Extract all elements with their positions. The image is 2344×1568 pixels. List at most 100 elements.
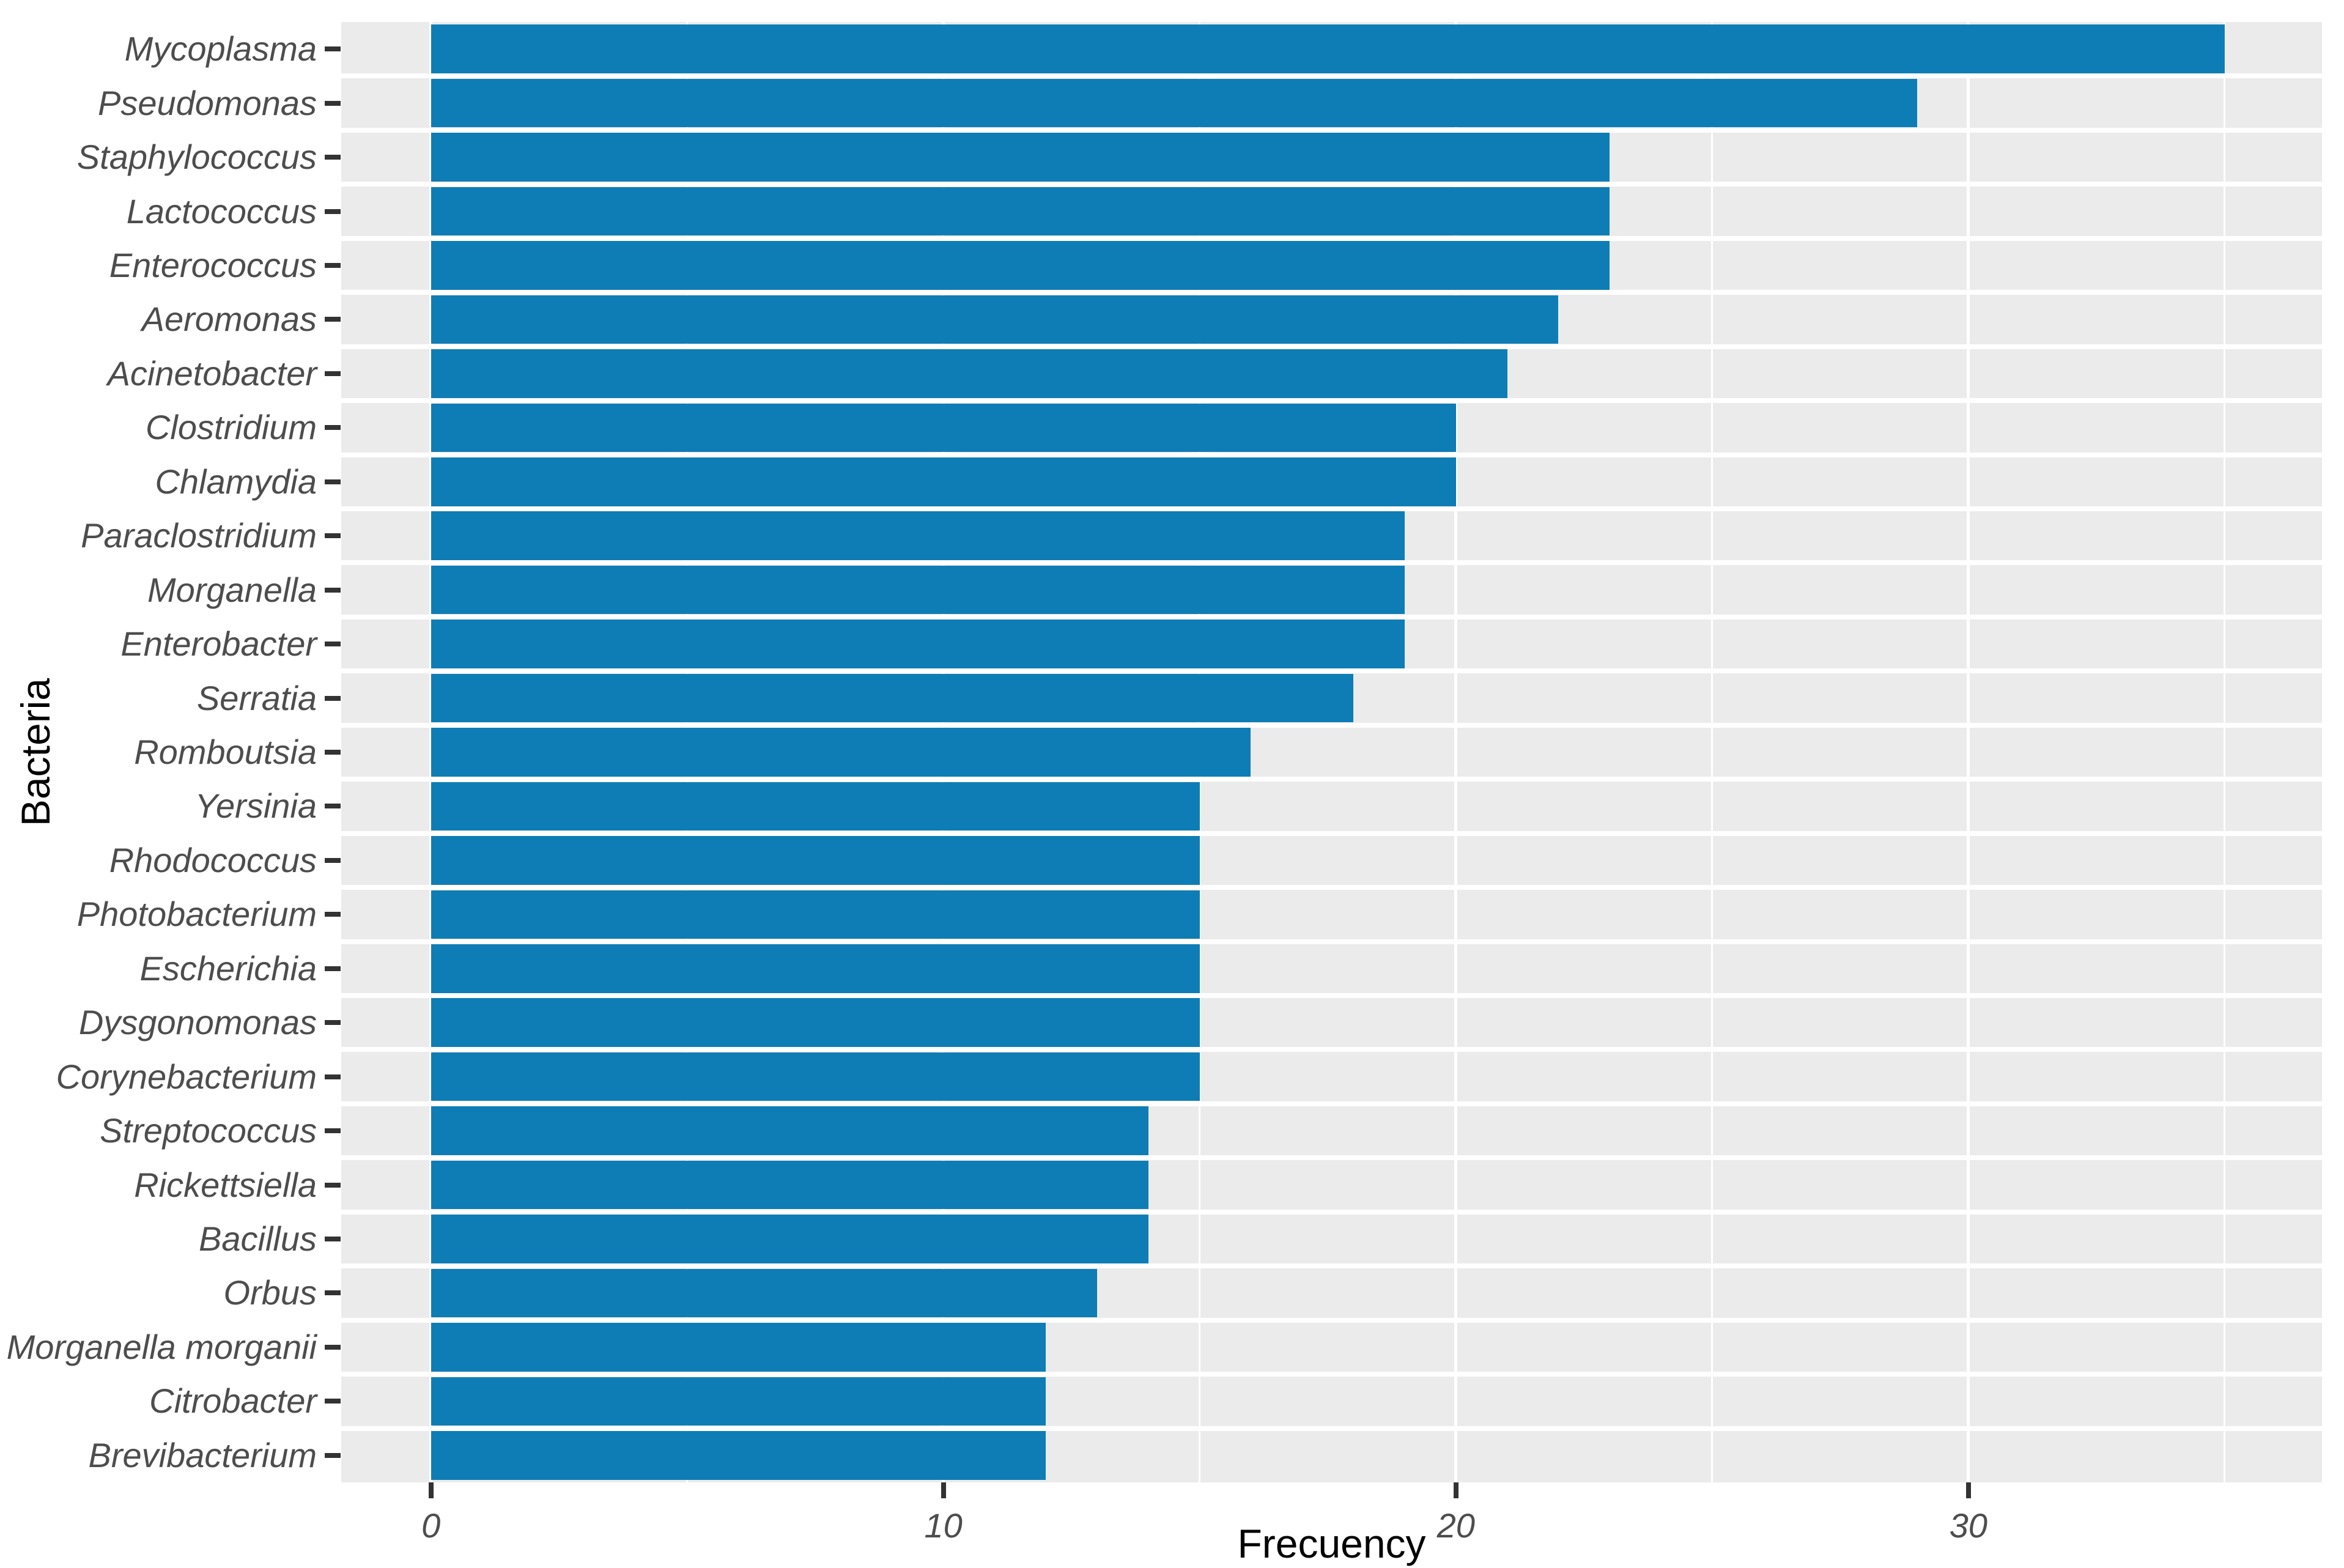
y-tick-label: Chlamydia [155, 462, 317, 501]
plot-panel [341, 22, 2322, 1482]
y-tick-mark [325, 1020, 341, 1026]
bar[interactable] [431, 1215, 1148, 1263]
x-tick-label: 0 [421, 1506, 441, 1545]
y-tick-label: Dysgonomonas [78, 1003, 317, 1042]
bar[interactable] [431, 1160, 1148, 1210]
y-tick-mark [325, 642, 341, 647]
bar[interactable] [431, 403, 1456, 453]
y-tick-mark [325, 695, 341, 701]
y-tick-mark [325, 1128, 341, 1134]
y-tick-label: Escherichia [139, 949, 317, 988]
y-tick-mark [325, 1344, 341, 1350]
bar[interactable] [431, 565, 1405, 615]
x-tick-mark [1453, 1482, 1459, 1498]
y-tick-mark [325, 371, 341, 376]
y-tick-label: Morganella morganii [6, 1327, 317, 1366]
y-tick-mark [325, 1452, 341, 1458]
row-separator-gridline [341, 398, 2322, 404]
row-separator-gridline [341, 1372, 2322, 1377]
bar[interactable] [431, 1323, 1046, 1372]
y-tick-mark [325, 1074, 341, 1079]
row-separator-gridline [341, 506, 2322, 511]
y-tick-mark [325, 317, 341, 322]
y-tick-label: Citrobacter [149, 1381, 317, 1421]
y-tick-mark [325, 804, 341, 809]
bar[interactable] [431, 1052, 1200, 1101]
y-tick-label: Clostridium [145, 408, 317, 447]
y-tick-mark [325, 1237, 341, 1241]
bar[interactable] [431, 728, 1251, 777]
bar[interactable] [431, 511, 1405, 561]
bar[interactable] [431, 457, 1456, 506]
bar[interactable] [431, 1268, 1098, 1318]
x-tick-label: 20 [1436, 1506, 1475, 1545]
bar[interactable] [431, 890, 1200, 939]
bar[interactable] [431, 133, 1610, 182]
y-tick-mark [325, 209, 341, 214]
row-separator-gridline [341, 1263, 2322, 1269]
row-separator-gridline [341, 344, 2322, 349]
y-tick-label: Lactococcus [126, 191, 317, 231]
bar[interactable] [431, 836, 1200, 885]
bar[interactable] [431, 673, 1354, 723]
x-axis-title: Frecuency [1237, 1521, 1426, 1566]
row-separator-gridline [341, 127, 2322, 133]
y-tick-mark [325, 533, 341, 539]
row-separator-gridline [341, 1209, 2322, 1215]
y-tick-label: Mycoplasma [124, 29, 317, 68]
y-tick-label: Romboutsia [134, 733, 317, 771]
y-tick-label: Rickettsiella [134, 1165, 317, 1204]
row-separator-gridline [341, 1101, 2322, 1106]
y-tick-label: Yersinia [194, 786, 317, 826]
bar[interactable] [431, 1377, 1046, 1426]
row-separator-gridline [341, 1426, 2322, 1431]
x-tick-mark [1965, 1482, 1971, 1498]
major-gridline [1454, 22, 1458, 1482]
y-tick-mark [325, 1399, 341, 1404]
x-tick-label: 30 [1949, 1506, 1987, 1545]
minor-gridline [1711, 22, 1714, 1482]
y-tick-mark [325, 46, 341, 52]
bar[interactable] [431, 295, 1559, 344]
y-tick-mark [325, 479, 341, 484]
y-tick-label: Enterococcus [109, 246, 317, 284]
y-tick-mark [325, 425, 341, 431]
row-separator-gridline [341, 993, 2322, 998]
y-tick-label: Pseudomonas [97, 83, 317, 122]
y-tick-label: Rhodococcus [109, 840, 317, 879]
y-tick-label: Staphylococcus [76, 138, 317, 177]
major-gridline [1967, 22, 1970, 1482]
y-tick-label: Photobacterium [76, 895, 317, 934]
bar[interactable] [431, 944, 1200, 993]
bar[interactable] [431, 241, 1610, 290]
bar[interactable] [431, 24, 2225, 74]
x-tick-mark [428, 1482, 434, 1498]
row-separator-gridline [341, 1047, 2322, 1052]
y-axis-title: Bacteria [13, 678, 58, 827]
bar[interactable] [431, 349, 1507, 398]
bar[interactable] [431, 1106, 1148, 1155]
row-separator-gridline [341, 668, 2322, 674]
y-tick-mark [325, 966, 341, 971]
x-tick-mark [941, 1482, 946, 1498]
row-separator-gridline [341, 290, 2322, 295]
y-tick-label: Brevibacterium [88, 1435, 317, 1474]
y-tick-label: Serratia [196, 678, 317, 717]
y-tick-label: Enterobacter [120, 624, 317, 664]
bar[interactable] [431, 187, 1610, 236]
row-separator-gridline [341, 722, 2322, 728]
bar[interactable] [431, 998, 1200, 1048]
y-tick-mark [325, 912, 341, 917]
y-tick-mark [325, 100, 341, 106]
bar[interactable] [431, 78, 1917, 128]
row-separator-gridline [341, 1155, 2322, 1161]
y-tick-label: Orbus [223, 1273, 317, 1312]
y-tick-label: Streptococcus [100, 1111, 317, 1150]
bar[interactable] [431, 1430, 1046, 1480]
bar[interactable] [431, 782, 1200, 831]
row-separator-gridline [341, 452, 2322, 457]
row-separator-gridline [341, 939, 2322, 944]
y-axis-title-box: Bacteria [11, 22, 60, 1482]
bar[interactable] [431, 619, 1405, 668]
